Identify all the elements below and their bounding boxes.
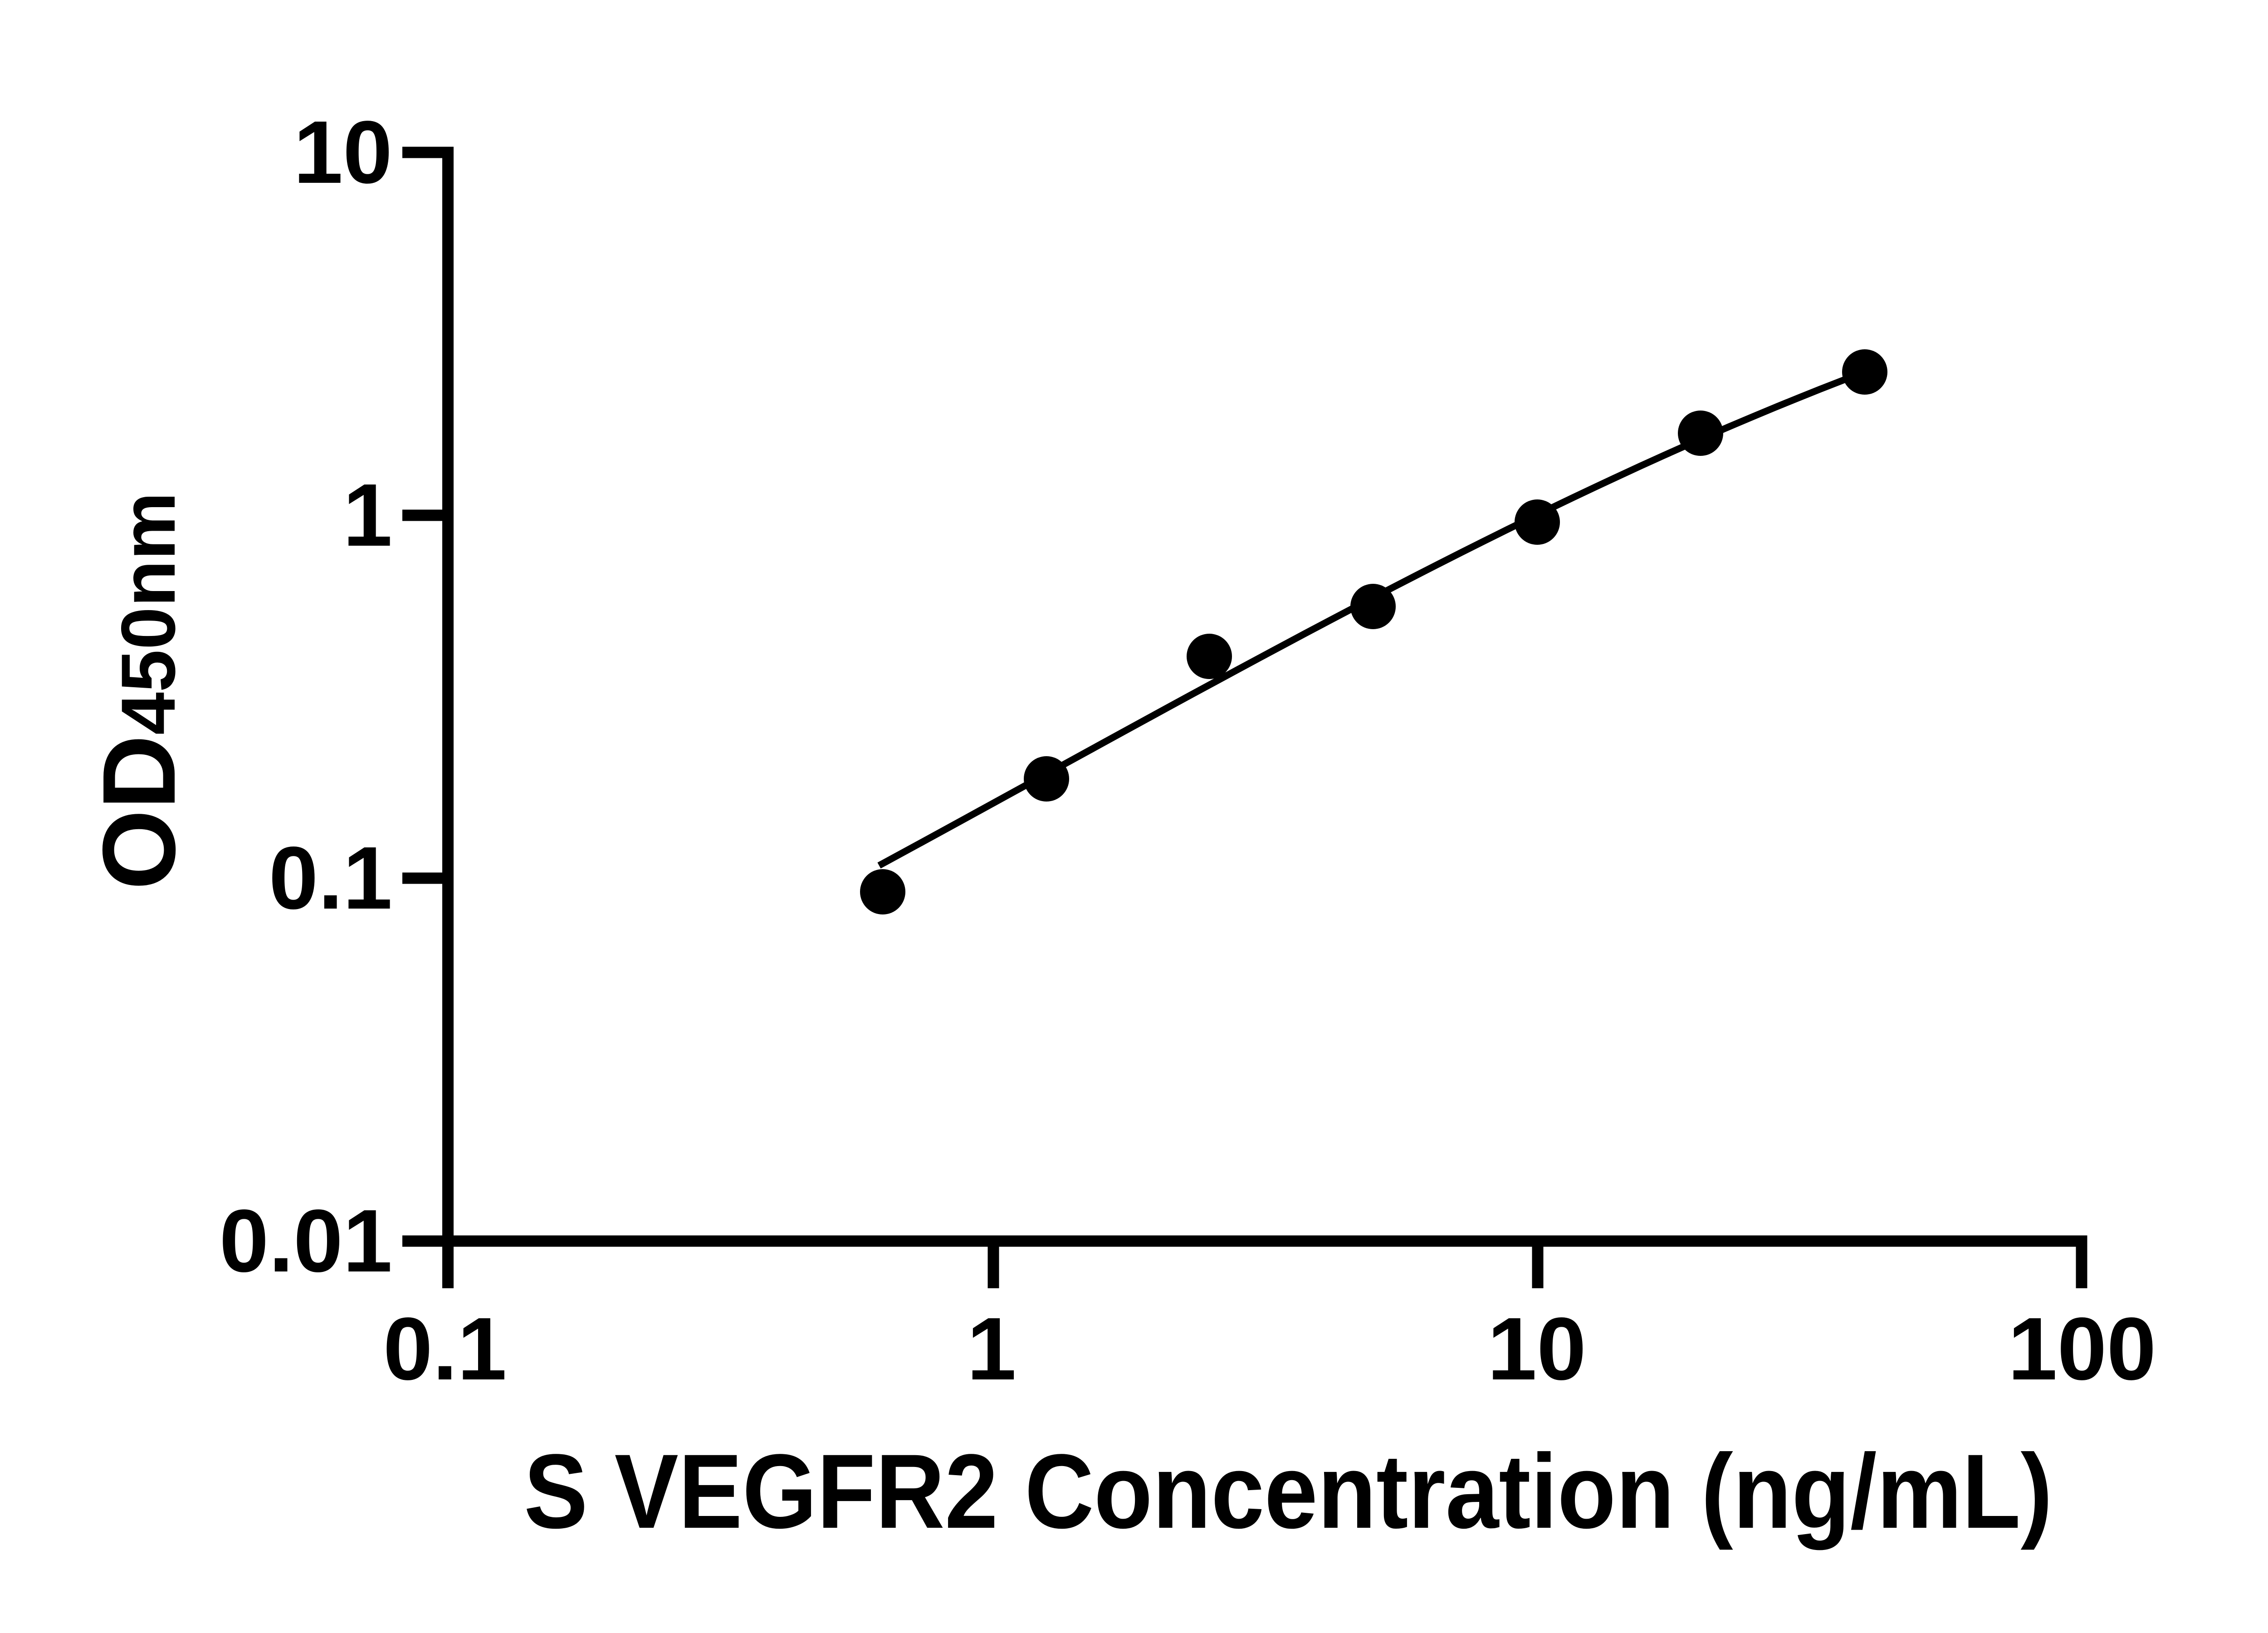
- svg-text:10: 10: [1487, 1299, 1586, 1398]
- svg-text:1: 1: [343, 465, 392, 565]
- svg-text:S VEGFR2 Concentration (ng/mL): S VEGFR2 Concentration (ng/mL): [524, 1433, 2053, 1550]
- svg-text:100: 100: [2008, 1299, 2156, 1398]
- svg-text:0.1: 0.1: [383, 1299, 507, 1398]
- svg-text:1: 1: [967, 1299, 1016, 1398]
- svg-text:0.01: 0.01: [220, 1191, 392, 1291]
- svg-text:10: 10: [293, 103, 392, 202]
- svg-text:0.1: 0.1: [269, 828, 392, 928]
